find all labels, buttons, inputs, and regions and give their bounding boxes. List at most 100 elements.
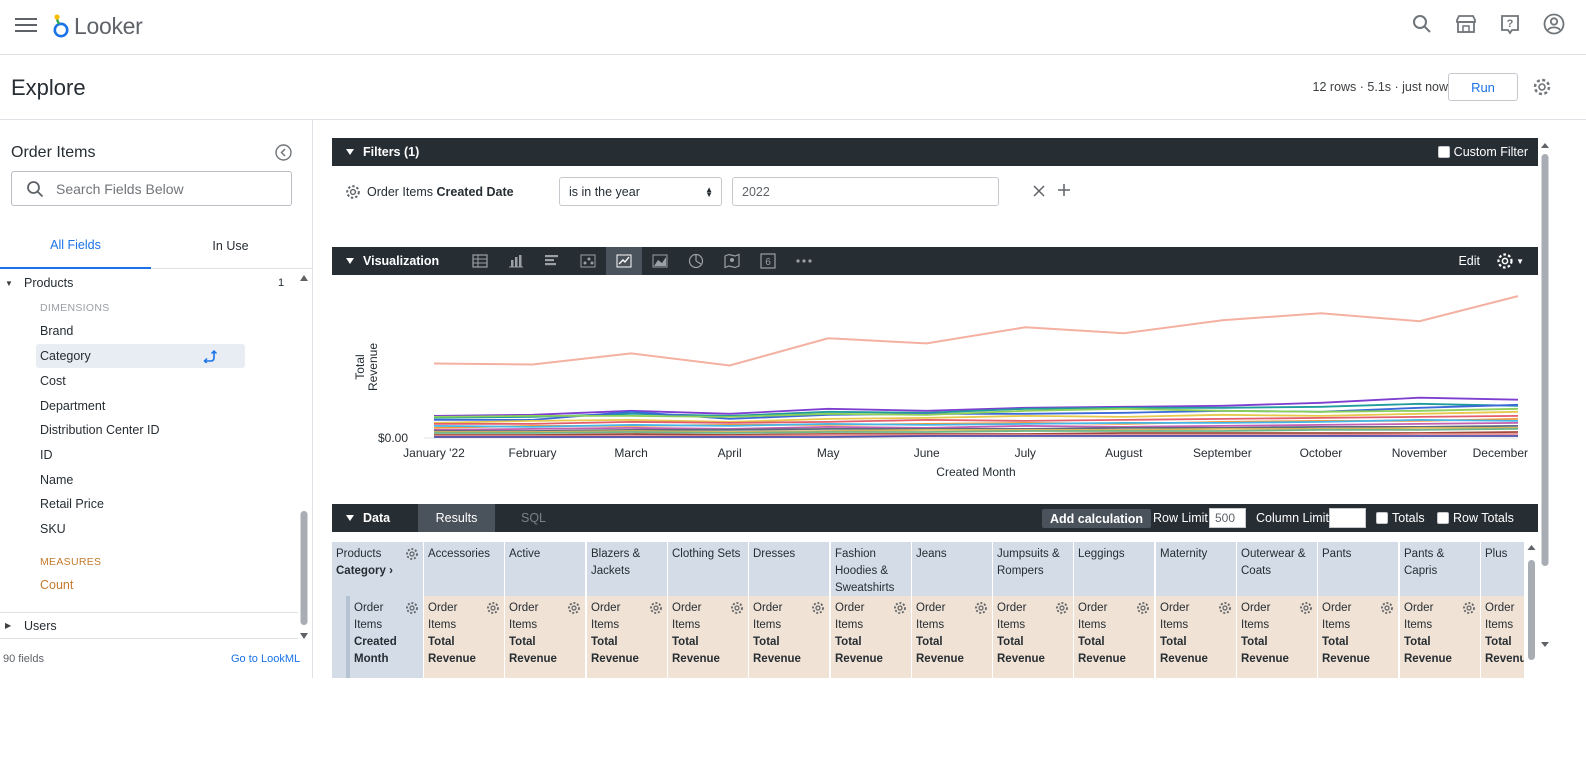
collapse-sidebar-icon[interactable] (275, 144, 292, 166)
menu-icon[interactable] (15, 14, 37, 36)
column-gear-icon[interactable] (893, 601, 907, 621)
more-icon[interactable] (786, 247, 822, 275)
map-icon[interactable] (714, 247, 750, 275)
group-users[interactable]: ▶ Users (0, 612, 298, 639)
row-header-cell[interactable]: Order Items Created Month (332, 596, 424, 678)
column-gear-icon[interactable] (811, 601, 825, 621)
series-line[interactable] (433, 422, 1519, 431)
pivot-value-header[interactable]: Plus (1481, 542, 1524, 596)
field-retail-price[interactable]: Retail Price (40, 497, 104, 511)
tab-in-use[interactable]: In Use (212, 238, 249, 253)
help-icon[interactable]: ? (1498, 12, 1522, 36)
measure-header-cell[interactable]: Order Items Total Revenue (1237, 596, 1318, 678)
column-limit-input[interactable] (1329, 508, 1366, 528)
filter-gear-icon[interactable] (345, 184, 361, 205)
pivot-icon[interactable] (203, 349, 218, 366)
pivot-value-header[interactable]: Jeans (912, 542, 993, 596)
row-limit-input[interactable]: 500 (1209, 508, 1246, 528)
single-value-icon[interactable]: 6 (750, 247, 786, 275)
pivot-value-header[interactable]: Clothing Sets (668, 542, 749, 596)
column-gear-icon[interactable] (1380, 601, 1394, 621)
area-chart-icon[interactable] (642, 247, 678, 275)
group-products[interactable]: ▼ Products 1 (0, 270, 298, 296)
field-category[interactable]: Category (36, 344, 245, 368)
series-line[interactable] (433, 418, 1519, 428)
scatter-chart-icon[interactable] (570, 247, 606, 275)
field-department[interactable]: Department (40, 399, 106, 413)
field-count[interactable]: Count (40, 578, 74, 592)
column-gear-icon[interactable] (1299, 601, 1313, 621)
tab-results[interactable]: Results (418, 504, 495, 532)
measure-header-cell[interactable]: Order Items Total Revenue (1156, 596, 1237, 678)
field-name[interactable]: Name (40, 473, 74, 487)
filters-bar[interactable]: Filters (1) Custom Filter (332, 138, 1538, 166)
go-to-lookml-link[interactable]: Go to LookML (231, 653, 301, 665)
pivot-value-header[interactable]: Accessories (424, 542, 505, 596)
series-line[interactable] (434, 426, 1518, 433)
measure-header-cell[interactable]: Order Items Total Revenue (1481, 596, 1524, 678)
row-totals-checkbox[interactable] (1437, 512, 1449, 524)
column-gear-icon[interactable] (405, 601, 419, 621)
looker-logo[interactable]: Looker (52, 10, 143, 42)
pivot-value-header[interactable]: Leggings (1074, 542, 1155, 596)
column-gear-icon[interactable] (1218, 601, 1232, 621)
series-line[interactable] (433, 295, 1519, 367)
field-sku[interactable]: SKU (40, 522, 66, 536)
pivot-value-header[interactable]: Dresses (749, 542, 830, 596)
pivot-value-header[interactable]: Pants (1318, 542, 1399, 596)
series-line[interactable] (433, 402, 1519, 419)
field-search-input[interactable]: Search Fields Below (11, 171, 292, 206)
series-line[interactable] (433, 396, 1519, 417)
pivot-value-header[interactable]: Maternity (1156, 542, 1237, 596)
pivot-value-header[interactable]: Jumpsuits & Rompers (993, 542, 1074, 596)
column-gear-icon[interactable] (649, 601, 663, 621)
totals-checkbox[interactable] (1376, 512, 1388, 524)
row-totals-toggle[interactable]: Row Totals (1437, 511, 1514, 525)
column-gear-icon[interactable] (974, 601, 988, 621)
remove-filter-icon[interactable] (1032, 184, 1046, 203)
visualization-bar[interactable]: Visualization 6 Edit ▼ (332, 247, 1538, 275)
series-line[interactable] (434, 428, 1519, 434)
column-gear-icon[interactable] (486, 601, 500, 621)
series-line[interactable] (434, 433, 1518, 437)
measure-header-cell[interactable]: Order Items Total Revenue (831, 596, 912, 678)
pivot-value-header[interactable]: Fashion Hoodies & Sweatshirts (831, 542, 912, 596)
measure-header-cell[interactable]: Order Items Total Revenue (993, 596, 1074, 678)
collapse-triangle-icon[interactable] (346, 258, 354, 264)
pivot-value-header[interactable]: Blazers & Jackets (587, 542, 668, 596)
bar-chart-icon[interactable] (534, 247, 570, 275)
series-line[interactable] (434, 435, 1518, 438)
viz-edit-button[interactable]: Edit (1458, 254, 1480, 268)
table-scrollbar[interactable] (1525, 542, 1538, 678)
column-gear-icon[interactable] (567, 601, 581, 621)
column-gear-icon[interactable] (1462, 601, 1476, 621)
add-calculation-button[interactable]: Add calculation (1042, 509, 1152, 528)
series-line[interactable] (433, 407, 1519, 418)
filter-value-input[interactable]: 2022 (732, 177, 999, 206)
pie-chart-icon[interactable] (678, 247, 714, 275)
table-icon[interactable] (462, 247, 498, 275)
measure-header-cell[interactable]: Order Items Total Revenue (912, 596, 993, 678)
tab-sql[interactable]: SQL (520, 511, 546, 525)
measure-header-cell[interactable]: Order Items Total Revenue (505, 596, 586, 678)
measure-header-cell[interactable]: Order Items Total Revenue (1318, 596, 1399, 678)
measure-header-cell[interactable]: Order Items Total Revenue (424, 596, 505, 678)
search-icon[interactable] (1410, 12, 1434, 36)
account-icon[interactable] (1542, 12, 1566, 36)
marketplace-icon[interactable] (1454, 12, 1478, 36)
pivot-value-header[interactable]: Active (505, 542, 586, 596)
column-chart-icon[interactable] (498, 247, 534, 275)
custom-filter-toggle[interactable]: Custom Filter (1437, 145, 1528, 159)
line-chart-icon[interactable] (606, 247, 642, 275)
series-line[interactable] (433, 410, 1519, 424)
column-gear-icon[interactable] (1055, 601, 1069, 621)
series-line[interactable] (434, 415, 1519, 425)
series-line[interactable] (434, 431, 1519, 436)
field-brand[interactable]: Brand (40, 324, 74, 338)
custom-filter-checkbox[interactable] (1437, 146, 1450, 158)
collapse-triangle-icon[interactable] (346, 149, 354, 155)
pivot-value-header[interactable]: Outerwear & Coats (1237, 542, 1318, 596)
run-button[interactable]: Run (1448, 73, 1518, 101)
viz-settings-gear-icon[interactable]: ▼ (1496, 252, 1524, 270)
column-gear-icon[interactable] (405, 547, 419, 567)
